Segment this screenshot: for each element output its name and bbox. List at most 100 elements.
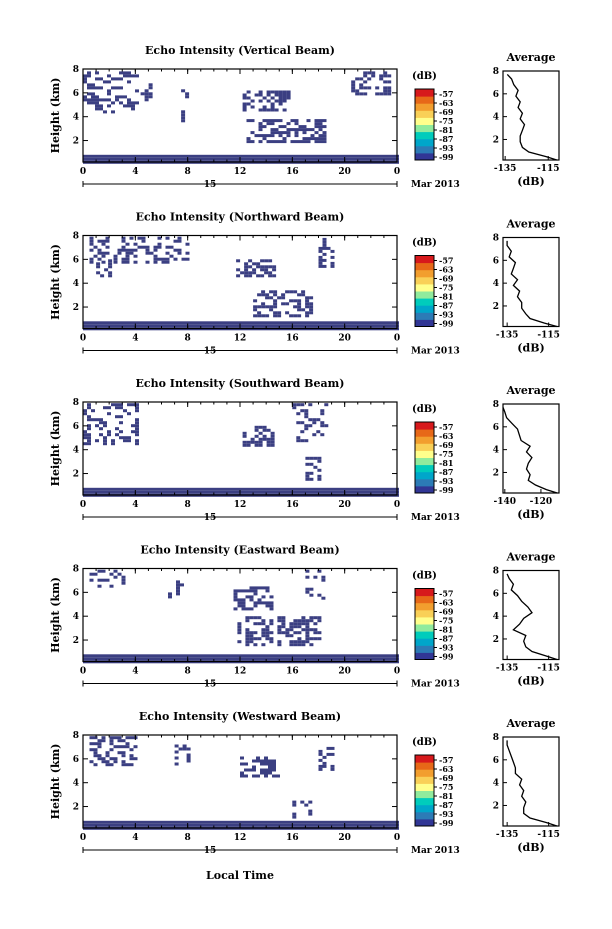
echo-pixel <box>303 154 307 158</box>
echo-pixel <box>127 436 131 440</box>
panel-title: Echo Intensity (Westward Beam) <box>139 710 341 723</box>
x-tick-label: 16 <box>286 167 299 177</box>
echo-pixel <box>207 154 211 158</box>
echo-pixel <box>167 654 171 658</box>
echo-pixel <box>91 487 95 491</box>
colorbar-segment <box>415 429 434 437</box>
echo-pixel <box>359 657 363 661</box>
profile-x-tick-label: -135 <box>496 830 519 840</box>
echo-pixel <box>245 616 250 620</box>
echo-pixel <box>322 240 327 244</box>
echo-pixel <box>309 296 314 300</box>
profile-title: Average <box>505 218 555 231</box>
echo-pixel <box>279 487 283 491</box>
echo-pixel <box>305 462 310 466</box>
echo-pixel <box>223 820 227 824</box>
echo-pixel <box>99 487 103 491</box>
x-tick-label: 0 <box>80 167 86 177</box>
y-tick-label: 4 <box>73 446 79 456</box>
echo-pixel <box>335 157 339 161</box>
echo-pixel <box>239 820 243 824</box>
profile-y-tick-label: 2 <box>493 635 499 645</box>
echo-pixel <box>387 324 391 328</box>
echo-pixel <box>215 490 219 494</box>
echo-pixel <box>181 257 186 261</box>
echo-pixel <box>305 640 310 644</box>
echo-pixel <box>227 157 231 161</box>
colorbar-tick-label: -99 <box>439 319 454 329</box>
echo-pixel <box>89 248 94 252</box>
echo-pixel <box>252 765 256 769</box>
echo-pixel <box>267 823 271 827</box>
echo-pixel <box>253 305 258 309</box>
y-axis-label: Height (km) <box>49 244 62 320</box>
echo-pixel <box>272 265 277 269</box>
panel-1: Echo Intensity (Vertical Beam)0 4 8 12 16 20 0… <box>49 44 560 190</box>
echo-pixel <box>281 293 286 297</box>
echo-pixel <box>297 625 302 629</box>
colorbar-tick-label: -75 <box>439 283 453 293</box>
echo-pixel <box>283 820 287 824</box>
echo-pixel <box>326 246 331 250</box>
echo-pixel <box>144 95 149 99</box>
colorbar-segment <box>415 110 434 118</box>
echo-pixel <box>151 823 155 827</box>
echo-pixel <box>119 421 123 425</box>
echo-pixel <box>249 637 254 641</box>
echo-pixel <box>259 154 263 158</box>
date-day-label: 15 <box>204 680 217 690</box>
echo-pixel <box>375 487 379 491</box>
echo-pixel <box>135 418 139 422</box>
echo-pixel <box>195 324 199 328</box>
echo-pixel <box>307 654 311 658</box>
echo-pixel <box>244 774 248 778</box>
echo-pixel <box>167 154 171 158</box>
y-tick-label: 6 <box>73 89 79 99</box>
echo-pixel <box>137 236 142 240</box>
echo-pixel <box>282 99 287 103</box>
echo-pixel <box>266 99 271 103</box>
echo-pixel <box>258 128 263 132</box>
echo-pixel <box>83 409 87 413</box>
echo-pixel <box>355 490 359 494</box>
echo-pixel <box>270 134 275 138</box>
echo-pixel <box>242 96 247 100</box>
echo-pixel <box>91 418 95 422</box>
y-tick-label: 2 <box>73 636 79 646</box>
echo-pixel <box>258 431 263 435</box>
echo-pixel <box>383 89 388 93</box>
echo-pixel <box>363 490 367 494</box>
panel-title: Echo Intensity (Southward Beam) <box>136 377 345 390</box>
echo-pixel <box>339 487 343 491</box>
echo-pixel <box>129 757 134 761</box>
echo-pixel <box>135 321 139 325</box>
echo-pixel <box>322 246 327 250</box>
echo-pixel <box>195 657 199 661</box>
echo-pixel <box>252 271 257 275</box>
echo-pixel <box>277 628 282 632</box>
colorbar-segment <box>415 457 434 466</box>
echo-pixel <box>297 622 302 626</box>
panel-5: Echo Intensity (Westward Beam)0 4 8 12 16 20 0… <box>49 710 560 856</box>
echo-pixel <box>271 823 275 827</box>
y-tick-label: 4 <box>73 779 79 789</box>
echo-pixel <box>265 634 270 638</box>
echo-pixel <box>259 157 263 161</box>
echo-pixel <box>302 128 307 132</box>
echo-pixel <box>270 105 275 109</box>
echo-pixel <box>330 767 335 771</box>
colorbar-tick-label: -75 <box>439 449 453 459</box>
echo-pixel <box>135 409 139 413</box>
echo-pixel <box>139 654 143 658</box>
echo-pixel <box>375 490 379 494</box>
echo-pixel <box>379 92 384 96</box>
echo-pixel <box>167 657 171 661</box>
echo-pixel <box>322 134 327 138</box>
echo-pixel <box>83 430 87 434</box>
echo-pixel <box>269 637 274 641</box>
echo-pixel <box>181 110 186 114</box>
echo-pixel <box>139 487 143 491</box>
echo-pixel <box>331 321 335 325</box>
echo-pixel <box>307 321 311 325</box>
echo-pixel <box>313 575 318 579</box>
